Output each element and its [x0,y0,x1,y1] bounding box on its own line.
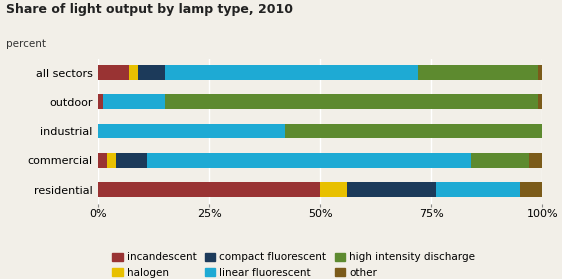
Legend: incandescent, halogen, compact fluorescent, linear fluorescent, high intensity d: incandescent, halogen, compact fluoresce… [112,252,475,278]
Bar [98,95,103,109]
Bar [98,124,285,138]
Bar [129,65,138,80]
Bar [520,182,542,197]
Bar [98,182,320,197]
Bar [98,65,129,80]
Bar [529,153,542,168]
Bar [347,182,436,197]
Bar [285,124,542,138]
Bar [472,153,529,168]
Bar [418,65,538,80]
Bar [165,95,538,109]
Bar [538,65,542,80]
Bar [98,153,107,168]
Bar [165,65,418,80]
Text: percent: percent [6,39,46,49]
Bar [436,182,520,197]
Bar [103,95,165,109]
Bar [107,153,116,168]
Text: Share of light output by lamp type, 2010: Share of light output by lamp type, 2010 [6,3,293,16]
Bar [138,65,165,80]
Bar [116,153,147,168]
Bar [538,95,542,109]
Bar [320,182,347,197]
Bar [147,153,472,168]
